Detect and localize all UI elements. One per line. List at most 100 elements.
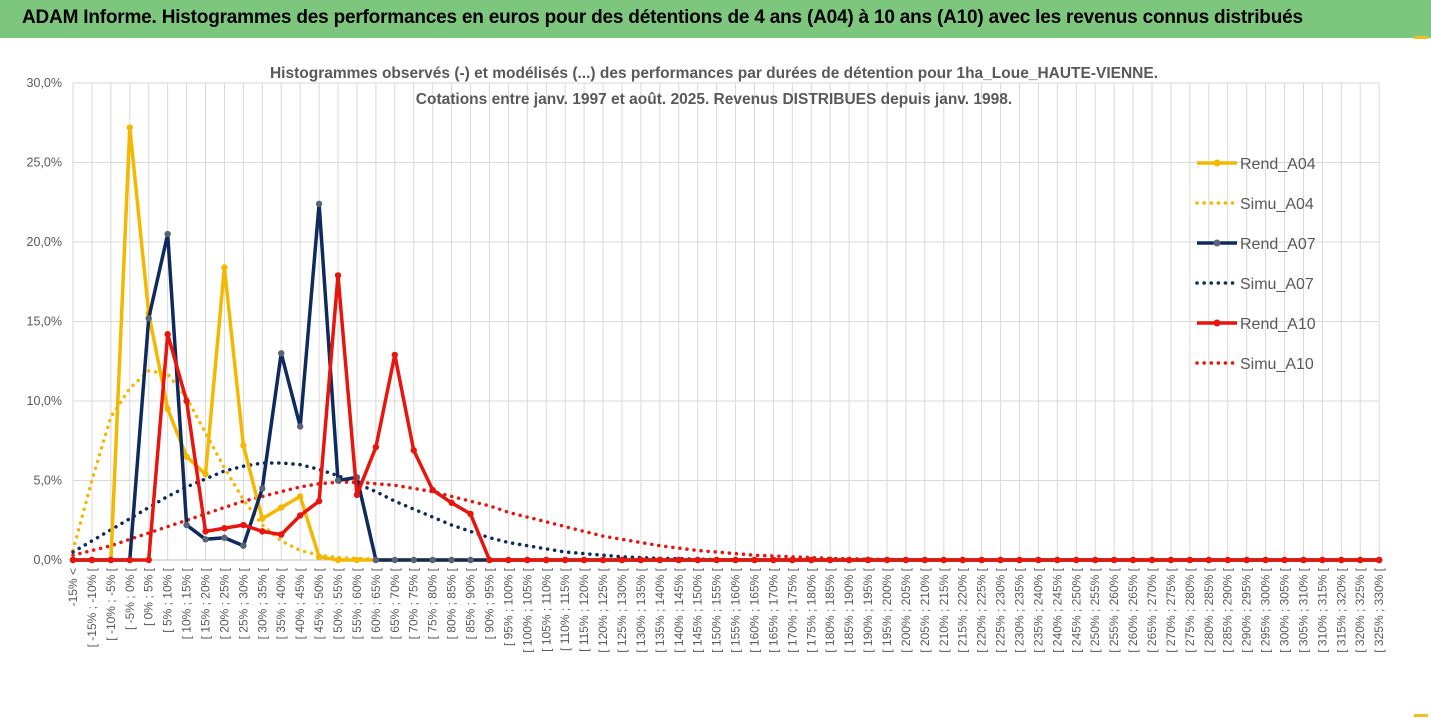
legend-item: Rend_A10 — [1197, 316, 1316, 333]
x-tick-label: [ 320% ; 325% [ — [1353, 567, 1367, 652]
data-point — [618, 556, 626, 564]
report-title: ADAM Informe. Histogrammes des performan… — [22, 7, 1303, 28]
x-tick-label: [ 290% ; 295% [ — [1240, 567, 1254, 652]
data-point — [126, 124, 133, 131]
data-point — [845, 556, 853, 564]
data-point — [543, 556, 550, 564]
x-tick-label: [ 160% ; 165% [ — [747, 567, 761, 652]
data-point — [259, 485, 266, 492]
x-tick-label: [ 130% ; 135% [ — [634, 567, 648, 652]
x-tick-label: [ 70% ; 75% [ — [407, 567, 421, 639]
x-tick-label: [ 185% ; 190% [ — [842, 567, 856, 652]
data-point — [751, 556, 758, 564]
series-rend_a07 — [69, 200, 1383, 564]
data-point — [789, 556, 796, 564]
y-tick-label: 30,0% — [27, 76, 62, 90]
x-tick-label: [ 315% ; 320% [ — [1334, 567, 1348, 652]
data-point — [410, 447, 417, 454]
data-point — [959, 556, 966, 564]
x-tick-label: [ 310% ; 315% [ — [1315, 567, 1329, 652]
x-tick-label: [ 305% ; 310% [ — [1296, 567, 1310, 652]
data-point — [921, 556, 929, 564]
x-tick-label: [ 295% ; 300% [ — [1259, 567, 1273, 652]
x-tick-label: [ 235% ; 240% [ — [1031, 567, 1045, 652]
legend-label: Rend_A07 — [1240, 236, 1316, 253]
grid-layer — [72, 82, 1380, 561]
x-tick-label: [ 90% ; 95% [ — [482, 567, 496, 639]
data-point — [278, 504, 285, 511]
data-point — [221, 534, 228, 541]
series-layer — [69, 124, 1383, 564]
x-tick-label: [ 45% ; 50% [ — [312, 567, 326, 639]
data-point — [259, 515, 266, 522]
data-point — [429, 556, 436, 564]
data-point — [940, 556, 947, 564]
x-tick-label: [ 205% ; 210% [ — [918, 567, 932, 652]
x-tick-label: [ 280% ; 285% [ — [1202, 567, 1216, 652]
legend-label: Simu_A10 — [1240, 356, 1314, 373]
series-line-rend_a07 — [73, 202, 1380, 562]
y-tick-label: 25,0% — [27, 156, 62, 170]
x-tick-label: [ 285% ; 290% [ — [1221, 567, 1235, 652]
x-tick-label: [ 10% ; 15% [ — [180, 567, 194, 639]
data-point — [259, 528, 266, 535]
data-point — [656, 556, 664, 564]
x-tick-label: [ 240% ; 245% [ — [1050, 567, 1064, 652]
data-point — [599, 556, 607, 564]
series-line-simu_a07 — [71, 461, 1381, 562]
legend-item: Simu_A10 — [1195, 356, 1314, 373]
x-tick-label: [ 105% ; 110% [ — [539, 567, 553, 651]
x-tick-label: [ 0% ; 5% [ — [142, 567, 156, 626]
data-point — [902, 556, 910, 564]
data-point — [240, 442, 247, 449]
data-point — [107, 556, 115, 564]
data-point — [505, 556, 512, 564]
chart-title: Histogrammes observés (-) et modélisés (… — [270, 65, 1158, 82]
data-point — [315, 553, 323, 561]
data-point — [88, 556, 96, 564]
data-point — [997, 556, 1004, 564]
x-tick-label: [ 55% ; 60% [ — [350, 567, 364, 639]
report-banner: ADAM Informe. Histogrammes des performan… — [0, 0, 1431, 39]
data-point — [1054, 556, 1061, 564]
legend: Rend_A04 Simu_A04 Rend_A07 Simu_A07 Rend_A10… — [1195, 156, 1316, 373]
data-point — [296, 423, 304, 430]
data-point — [1300, 556, 1307, 564]
data-point — [864, 556, 872, 564]
x-tick-label: [ 250% ; 255% [ — [1088, 567, 1102, 652]
series-rend_a04 — [69, 124, 1383, 564]
data-point — [561, 556, 569, 564]
legend-marker — [1213, 159, 1221, 167]
x-tick-label: -15% < — [66, 568, 80, 606]
y-axis: 0,0% 5,0% 10,0% 15,0% 20,0% 25,0% 30,0% — [27, 76, 62, 567]
data-point — [183, 453, 190, 460]
x-tick-label: [ 190% ; 195% [ — [861, 567, 875, 652]
data-point — [694, 556, 701, 564]
data-point — [580, 556, 588, 564]
series-rend_a10 — [69, 272, 1383, 564]
x-tick-label: [ 15% ; 20% [ — [199, 567, 213, 639]
data-point — [1224, 556, 1231, 564]
chart-subtitle: Cotations entre janv. 1997 et août. 2025… — [416, 91, 1012, 108]
x-tick-label: [ 110% ; 115% [ — [558, 567, 572, 651]
y-tick-label: 0,0% — [34, 553, 63, 567]
data-point — [1073, 556, 1080, 564]
data-point — [486, 556, 493, 564]
data-point — [1243, 556, 1250, 564]
series-line-rend_a10 — [73, 273, 1380, 562]
data-point — [827, 556, 834, 564]
data-point — [145, 315, 152, 322]
x-tick-label: [ 145% ; 150% [ — [691, 567, 705, 652]
x-tick-label: [ 195% ; 200% [ — [880, 567, 894, 652]
data-point — [353, 491, 361, 499]
data-point — [164, 331, 171, 338]
x-tick-label: [ 255% ; 260% [ — [1107, 567, 1121, 652]
x-tick-label: [ 200% ; 205% [ — [899, 567, 913, 652]
x-tick-label: [ 230% ; 235% [ — [1013, 567, 1027, 652]
x-tick-label: [ 245% ; 250% [ — [1069, 567, 1083, 652]
data-point — [1338, 556, 1345, 564]
data-point — [296, 512, 304, 519]
data-point — [278, 531, 285, 538]
data-point — [467, 510, 474, 518]
data-point — [296, 493, 304, 500]
